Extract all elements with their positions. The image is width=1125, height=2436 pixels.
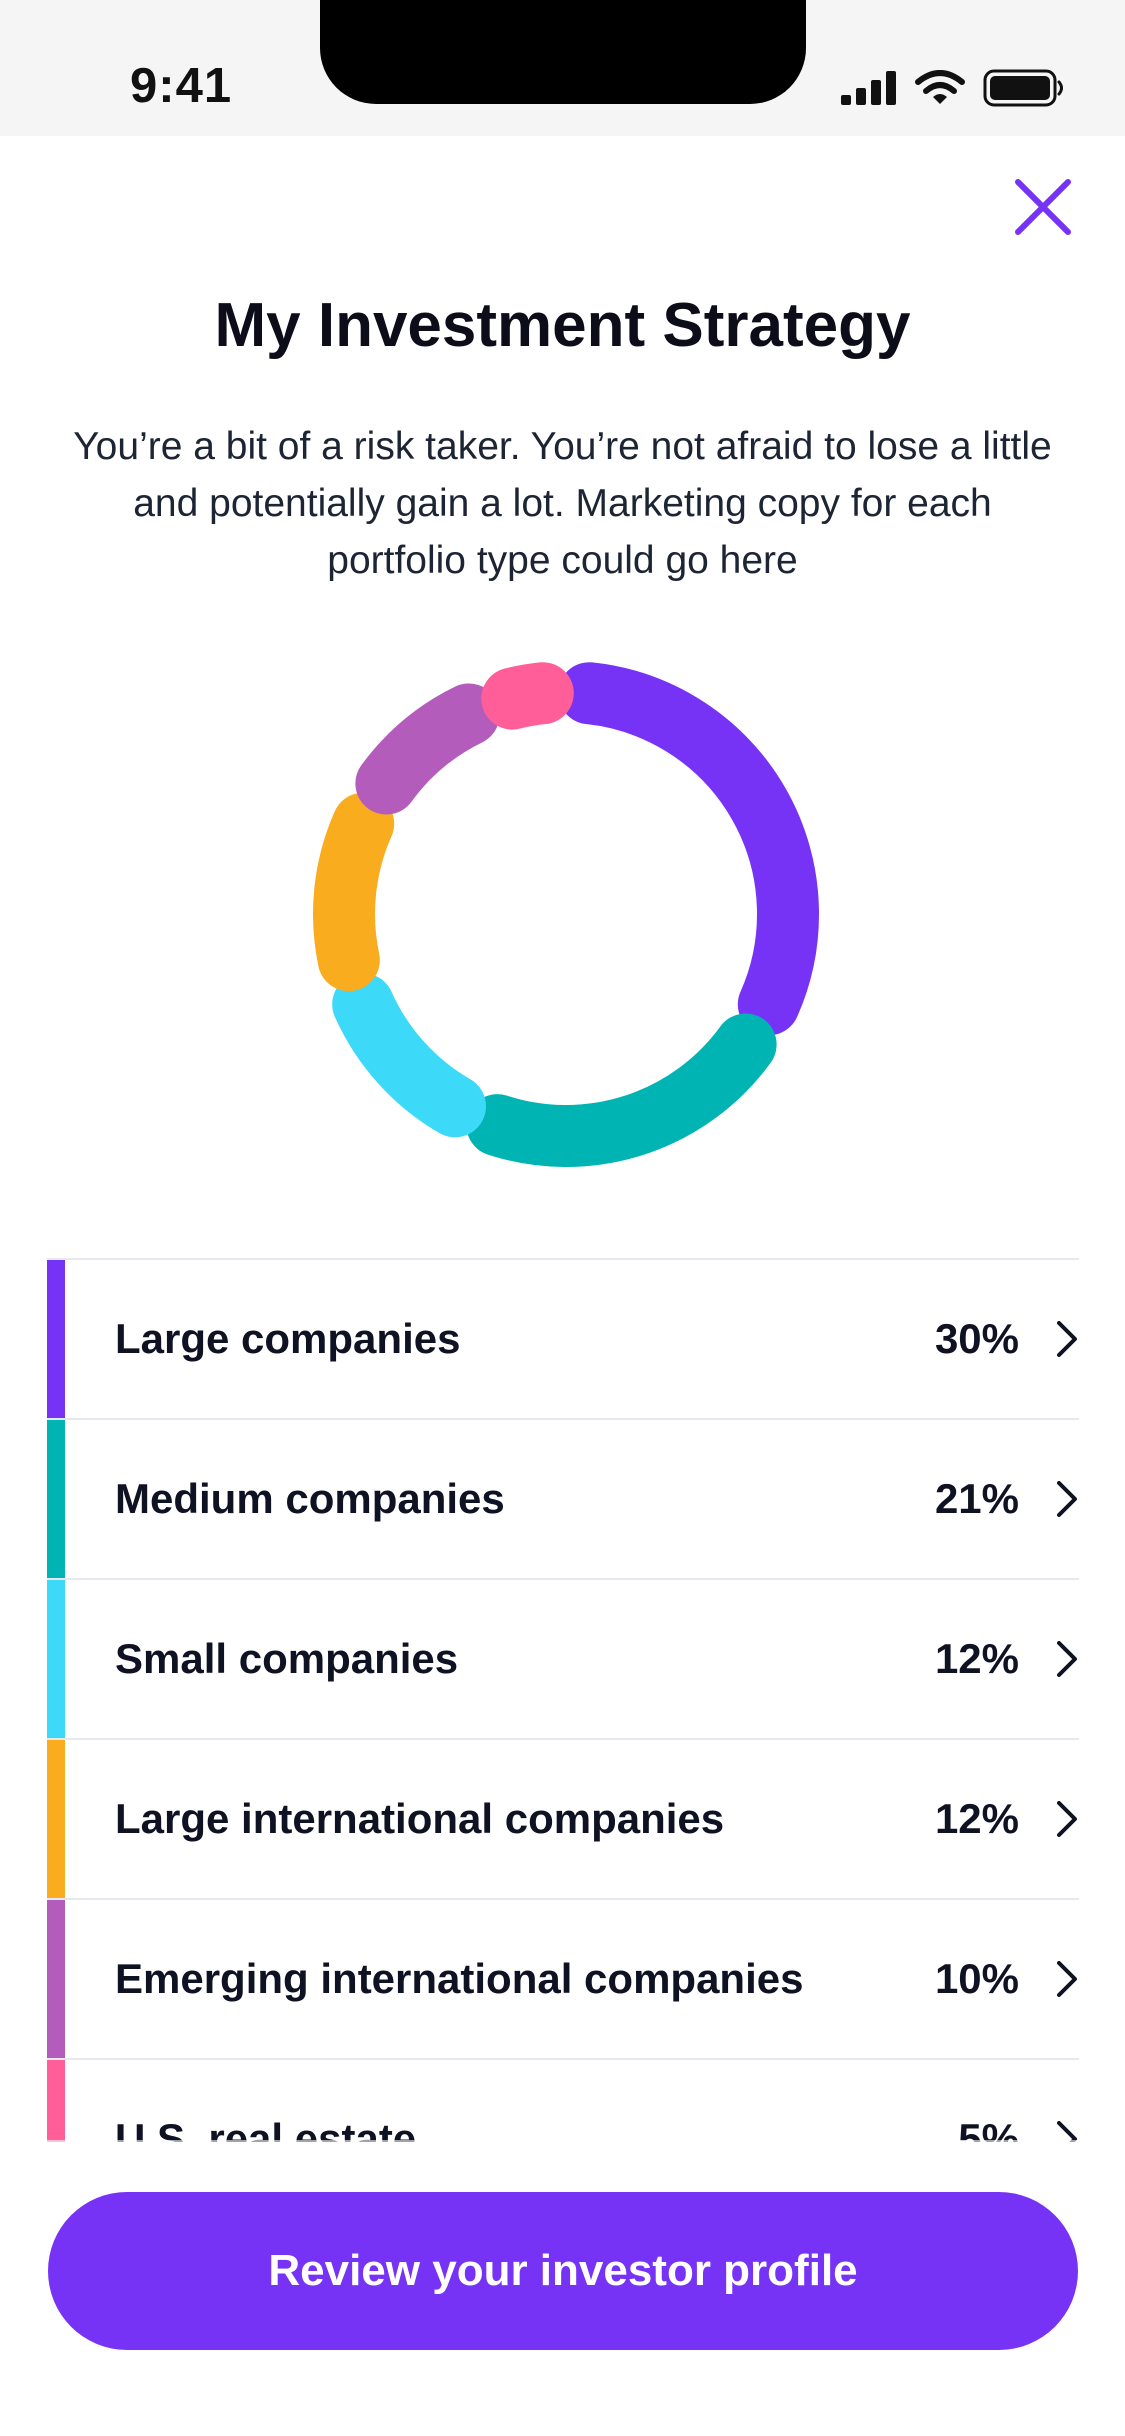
cellular-signal-icon: [841, 71, 896, 105]
allocation-row[interactable]: Small companies 12%: [47, 1580, 1079, 1740]
allocation-percent: 5%: [958, 2115, 1019, 2142]
allocation-percent: 12%: [934, 1795, 1019, 1842]
wifi-icon: [915, 70, 965, 104]
status-time: 9:41: [130, 59, 233, 113]
donut-slice: [466, 1013, 777, 1167]
list-fade: [0, 2140, 1125, 2180]
close-icon[interactable]: [1012, 176, 1074, 238]
allocation-row[interactable]: U.S. real estate 5%: [47, 2060, 1079, 2142]
allocation-color-bar: [47, 1900, 65, 2058]
donut-slice: [313, 792, 395, 992]
status-icons: [841, 66, 1065, 110]
chevron-right-icon: [1057, 1641, 1077, 1677]
allocation-percent: 10%: [934, 1955, 1019, 2002]
allocation-percent: 12%: [934, 1635, 1019, 1682]
allocation-color-bar: [47, 1420, 65, 1578]
chevron-right-icon: [1057, 1321, 1077, 1357]
chevron-right-icon: [1057, 2121, 1077, 2142]
strategy-description: You’re a bit of a risk taker. You’re not…: [73, 425, 1052, 582]
allocation-color-bar: [47, 1580, 65, 1738]
page-title: My Investment Strategy: [214, 291, 911, 360]
allocation-donut-chart: [313, 662, 819, 1167]
allocation-label: Large international companies: [115, 1795, 725, 1842]
allocation-row[interactable]: Medium companies 21%: [47, 1420, 1079, 1580]
allocation-row[interactable]: Large international companies 12%: [47, 1740, 1079, 1900]
allocation-label: Small companies: [115, 1635, 459, 1682]
donut-slice: [355, 683, 500, 815]
allocation-color-bar: [47, 1260, 65, 1418]
chevron-right-icon: [1057, 1481, 1077, 1517]
strategy-sheet: [0, 136, 1125, 2436]
chevron-right-icon: [1057, 1801, 1077, 1837]
allocation-color-bar: [47, 2060, 65, 2142]
allocation-row[interactable]: Large companies 30%: [47, 1260, 1079, 1420]
allocation-percent: 30%: [934, 1315, 1019, 1362]
review-investor-profile-button[interactable]: Review your investor profile: [48, 2192, 1078, 2350]
donut-slice: [481, 662, 574, 730]
allocation-row[interactable]: Emerging international companies 10%: [47, 1900, 1079, 2060]
donut-slice: [558, 662, 819, 1036]
allocation-label: Medium companies: [115, 1475, 505, 1522]
status-bar: 9:41: [0, 0, 1125, 136]
allocation-percent: 21%: [934, 1475, 1019, 1522]
allocation-label: Emerging international companies: [115, 1955, 804, 2002]
allocation-label: Large companies: [115, 1315, 461, 1362]
allocation-color-bar: [47, 1740, 65, 1898]
chevron-right-icon: [1057, 1961, 1077, 1997]
allocation-list: Large companies 30% Medium companies 21% Sma…: [47, 1258, 1079, 2142]
battery-icon: [983, 69, 1063, 107]
allocation-label: U.S. real estate: [115, 2115, 417, 2142]
donut-slice: [332, 973, 486, 1138]
device-notch: [320, 0, 806, 104]
